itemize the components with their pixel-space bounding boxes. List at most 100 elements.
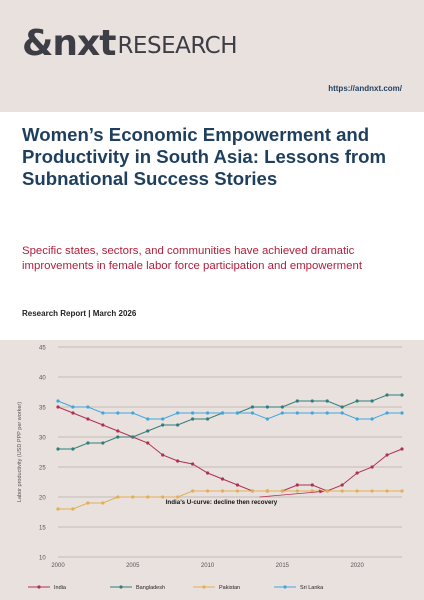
legend-marker-pakistan xyxy=(202,585,206,589)
series-line-india xyxy=(57,406,403,492)
data-point xyxy=(400,393,404,397)
data-point xyxy=(220,477,225,481)
data-point xyxy=(385,411,389,415)
chart-area: 10 15 20 25 30 35 40 45 2000 2005 2010 2015 2020 Labo… xyxy=(0,340,424,600)
legend-marker-sri-lanka xyxy=(283,585,287,589)
data-point xyxy=(265,405,269,409)
data-point xyxy=(280,411,284,415)
data-point xyxy=(355,417,359,421)
data-point xyxy=(280,405,284,409)
data-point xyxy=(101,411,105,415)
data-point xyxy=(146,495,150,499)
data-point xyxy=(310,489,314,493)
brand-logo[interactable]: &nxt RESEARCH xyxy=(22,22,238,66)
data-point xyxy=(385,489,389,493)
data-point xyxy=(146,429,150,433)
data-point xyxy=(325,411,329,415)
data-point xyxy=(116,495,120,499)
x-tick-label: 2020 xyxy=(350,563,364,569)
data-point xyxy=(370,399,374,403)
y-axis-label: Labor productivity (USD PPP per worker) xyxy=(17,402,23,502)
legend-marker-india xyxy=(37,585,41,589)
y-tick-label: 20 xyxy=(39,496,46,502)
data-point xyxy=(370,417,374,421)
data-point xyxy=(310,483,314,487)
data-point xyxy=(355,399,359,403)
series-line-pakistan xyxy=(58,490,402,510)
brand-wordmark: RESEARCH xyxy=(117,32,238,59)
data-point xyxy=(56,399,60,403)
data-point xyxy=(295,483,299,487)
report-header: &nxt RESEARCH https://andnxt.com/ xyxy=(0,0,424,112)
data-point xyxy=(86,501,90,505)
data-point xyxy=(310,411,314,415)
data-point xyxy=(355,489,359,493)
data-point xyxy=(250,405,255,409)
data-point xyxy=(176,411,180,415)
data-point xyxy=(191,489,195,493)
title-band xyxy=(0,112,424,340)
data-point xyxy=(205,411,210,415)
report-subtitle: Specific states, sectors, and communitie… xyxy=(22,245,362,272)
data-point xyxy=(340,483,344,487)
data-point xyxy=(220,489,225,493)
data-point xyxy=(400,447,404,451)
data-point xyxy=(191,411,195,415)
y-tick-label: 35 xyxy=(39,406,46,412)
data-point xyxy=(131,495,135,499)
data-point xyxy=(235,489,240,493)
report-title-regular: Lessons from Subnational Success Stories xyxy=(22,146,387,189)
y-tick-label: 10 xyxy=(39,556,46,562)
series-line-bangladesh xyxy=(58,394,402,450)
data-point xyxy=(71,411,75,415)
legend-label-sri-lanka: Sri Lanka xyxy=(300,585,324,591)
data-point xyxy=(340,489,344,493)
data-point xyxy=(355,471,359,475)
data-point xyxy=(101,441,105,445)
annotation-arrowhead xyxy=(318,489,324,494)
x-tick-label: 2010 xyxy=(201,563,215,569)
data-point xyxy=(265,489,269,493)
data-point xyxy=(250,489,255,493)
data-point xyxy=(86,441,90,445)
data-point xyxy=(71,405,75,409)
data-point xyxy=(86,405,90,409)
data-point xyxy=(131,435,135,439)
data-point xyxy=(400,411,404,415)
website-link[interactable]: https://andnxt.com/ xyxy=(328,84,402,93)
data-point xyxy=(71,507,75,511)
data-point xyxy=(56,405,60,409)
data-point xyxy=(280,489,284,493)
data-point xyxy=(131,411,135,415)
data-point xyxy=(220,411,225,415)
legend-label-pakistan: Pakistan xyxy=(219,585,240,591)
data-point xyxy=(325,489,329,493)
data-point xyxy=(161,453,165,457)
data-point xyxy=(385,393,389,397)
data-point xyxy=(385,453,389,457)
data-point xyxy=(116,435,120,439)
data-point xyxy=(235,483,240,487)
x-tick-label: 2005 xyxy=(126,563,140,569)
y-tick-label: 40 xyxy=(39,376,46,382)
data-point xyxy=(370,489,374,493)
data-point xyxy=(86,417,90,421)
data-point xyxy=(176,423,180,427)
report-meta: Research Report | March 2026 xyxy=(22,309,137,318)
data-point xyxy=(191,462,195,466)
annotation-arrow xyxy=(259,491,324,498)
data-point xyxy=(310,399,314,403)
data-point xyxy=(101,423,105,427)
legend-label-india: India xyxy=(54,585,67,591)
report-title-bold: Women’s Economic Empowerment and Product… xyxy=(22,124,370,167)
series-line-sri-lanka xyxy=(57,400,402,420)
data-point xyxy=(146,417,150,421)
data-point xyxy=(295,411,299,415)
data-point xyxy=(370,465,374,469)
y-tick-label: 45 xyxy=(39,346,46,352)
y-tick-label: 15 xyxy=(39,526,46,532)
data-point xyxy=(56,507,60,511)
x-tick-label: 2000 xyxy=(51,563,65,569)
data-point xyxy=(340,405,344,409)
data-point xyxy=(340,411,344,415)
